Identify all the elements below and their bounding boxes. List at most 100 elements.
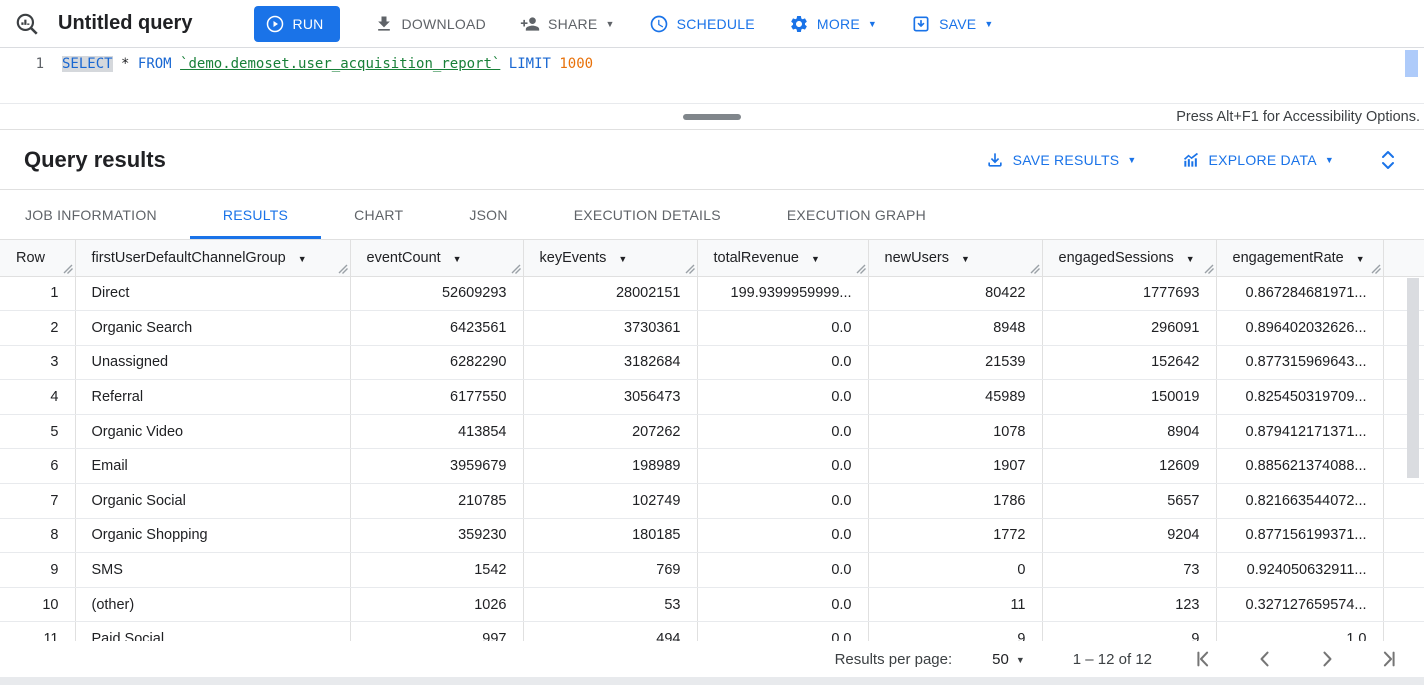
column-sort-caret-icon[interactable]: ▼ bbox=[297, 253, 307, 264]
person-add-icon bbox=[520, 14, 540, 34]
cell-row: 9 bbox=[0, 552, 76, 588]
editor-scrollbar-thumb[interactable] bbox=[1405, 50, 1418, 77]
cell-eventCount: 6177550 bbox=[350, 379, 524, 415]
results-tab-bar: JOB INFORMATION RESULTS CHART JSON EXECUTION… bbox=[0, 190, 1424, 240]
cell-row: 11 bbox=[0, 621, 76, 641]
tab-job-information[interactable]: JOB INFORMATION bbox=[25, 190, 190, 239]
first-page-icon bbox=[1192, 648, 1214, 670]
next-page-button[interactable] bbox=[1316, 648, 1338, 670]
tab-results[interactable]: RESULTS bbox=[189, 190, 322, 239]
column-header-totalRevenue[interactable]: totalRevenue ▼ bbox=[697, 240, 869, 277]
clock-icon bbox=[649, 14, 669, 34]
cell-newUsers: 8948 bbox=[868, 310, 1043, 346]
cell-newUsers: 0 bbox=[868, 552, 1043, 588]
column-header-newUsers[interactable]: newUsers ▼ bbox=[868, 240, 1043, 277]
cell-eventCount: 1542 bbox=[350, 552, 524, 588]
save-results-button[interactable]: SAVE RESULTS ▼ bbox=[985, 150, 1137, 170]
column-header-label: keyEvents bbox=[539, 249, 607, 266]
cell-eventCount: 359230 bbox=[350, 518, 524, 554]
cell-eventCount: 997 bbox=[350, 621, 524, 641]
results-table-body: 1 Direct 52609293 28002151 199.9399959999...… bbox=[0, 276, 1424, 641]
save-button[interactable]: SAVE ▼ bbox=[911, 14, 993, 34]
cell-keyEvents: 207262 bbox=[523, 414, 698, 450]
tab-chart[interactable]: CHART bbox=[321, 190, 436, 239]
schedule-button[interactable]: SCHEDULE bbox=[649, 14, 755, 34]
explore-data-button[interactable]: EXPLORE DATA ▼ bbox=[1181, 150, 1334, 170]
column-sort-caret-icon[interactable]: ▼ bbox=[810, 253, 820, 264]
tab-execution-details[interactable]: EXECUTION DETAILS bbox=[541, 190, 754, 239]
column-header-engagementRate[interactable]: engagementRate ▼ bbox=[1216, 240, 1384, 277]
code-token: * bbox=[121, 56, 130, 72]
last-page-button[interactable] bbox=[1378, 648, 1400, 670]
run-button[interactable]: RUN bbox=[254, 5, 340, 42]
column-header-keyEvents[interactable]: keyEvents ▼ bbox=[523, 240, 698, 277]
cell-filler bbox=[1383, 552, 1424, 588]
download-button[interactable]: DOWNLOAD bbox=[374, 14, 486, 34]
code-token: FROM bbox=[137, 56, 172, 72]
first-page-button[interactable] bbox=[1192, 648, 1214, 670]
last-page-icon bbox=[1378, 648, 1400, 670]
cell-engagedSessions: 152642 bbox=[1042, 345, 1217, 381]
cell-keyEvents: 53 bbox=[523, 587, 698, 623]
cell-engagedSessions: 5657 bbox=[1042, 483, 1217, 519]
table-horizontal-scrollbar[interactable] bbox=[0, 677, 1424, 685]
tab-json[interactable]: JSON bbox=[436, 190, 540, 239]
cell-keyEvents: 3730361 bbox=[523, 310, 698, 346]
tab-execution-graph[interactable]: EXECUTION GRAPH bbox=[754, 190, 959, 239]
table-row: 1 Direct 52609293 28002151 199.9399959999...… bbox=[0, 276, 1424, 312]
column-header-engagedSessions[interactable]: engagedSessions ▼ bbox=[1042, 240, 1217, 277]
code-token: 1000 bbox=[559, 56, 594, 72]
previous-page-button[interactable] bbox=[1254, 648, 1276, 670]
column-header-label: engagementRate bbox=[1232, 249, 1344, 266]
cell-totalRevenue: 0.0 bbox=[697, 310, 869, 346]
share-button[interactable]: SHARE ▼ bbox=[520, 14, 615, 34]
column-sort-caret-icon[interactable]: ▼ bbox=[960, 253, 970, 264]
column-header-firstUserDefaultChannelGroup[interactable]: firstUserDefaultChannelGroup ▼ bbox=[75, 240, 351, 277]
cell-eventCount: 1026 bbox=[350, 587, 524, 623]
table-row: 8 Organic Shopping 359230 180185 0.0 1772 9204… bbox=[0, 518, 1424, 554]
chevron-down-icon: ▼ bbox=[1324, 155, 1334, 165]
cell-newUsers: 21539 bbox=[868, 345, 1043, 381]
run-button-label: RUN bbox=[292, 15, 324, 32]
page-size-select[interactable]: 50 ▼ bbox=[992, 651, 1025, 668]
code-line-content[interactable]: SELECT * FROM `demo.demoset.user_acquisi… bbox=[62, 48, 593, 103]
code-token bbox=[172, 56, 180, 72]
cell-keyEvents: 3056473 bbox=[523, 379, 698, 415]
cell-keyEvents: 102749 bbox=[523, 483, 698, 519]
cell-engagementRate: 0.924050632911... bbox=[1216, 552, 1384, 588]
table-vertical-scrollbar[interactable] bbox=[1407, 278, 1419, 638]
page-size-value: 50 bbox=[992, 650, 1009, 668]
expand-collapse-button[interactable] bbox=[1378, 148, 1398, 172]
save-results-label: SAVE RESULTS bbox=[1012, 151, 1120, 168]
table-row: 9 SMS 1542 769 0.0 0 73 0.924050632911... bbox=[0, 552, 1424, 588]
chevron-down-icon: ▼ bbox=[984, 19, 994, 29]
table-scrollbar-thumb[interactable] bbox=[1407, 278, 1419, 478]
table-row: 6 Email 3959679 198989 0.0 1907 12609 0.8856213… bbox=[0, 448, 1424, 485]
cell-row: 10 bbox=[0, 587, 76, 623]
cell-row: 4 bbox=[0, 379, 76, 415]
code-token: SELECT bbox=[62, 56, 113, 72]
splitter-drag-handle[interactable] bbox=[683, 113, 741, 120]
cell-engagedSessions: 8904 bbox=[1042, 414, 1217, 450]
column-header-label: newUsers bbox=[884, 249, 949, 266]
cell-engagementRate: 0.825450319709... bbox=[1216, 379, 1384, 415]
cell-totalRevenue: 0.0 bbox=[697, 552, 869, 588]
column-sort-caret-icon[interactable]: ▼ bbox=[618, 253, 628, 264]
query-toolbar: Untitled query RUN DOWNLOAD bbox=[0, 0, 1424, 48]
unfold-chevrons-icon bbox=[1378, 148, 1398, 172]
cell-keyEvents: 180185 bbox=[523, 518, 698, 554]
explore-data-label: EXPLORE DATA bbox=[1208, 151, 1317, 168]
table-row: 10 (other) 1026 53 0.0 11 123 0.327127659574... bbox=[0, 587, 1424, 623]
cell-keyEvents: 28002151 bbox=[523, 276, 698, 312]
column-sort-caret-icon[interactable]: ▼ bbox=[1355, 253, 1365, 264]
cell-engagementRate: 0.877156199371... bbox=[1216, 518, 1384, 554]
line-number: 1 bbox=[35, 56, 44, 72]
more-button[interactable]: MORE ▼ bbox=[789, 14, 877, 34]
column-header-eventCount[interactable]: eventCount ▼ bbox=[350, 240, 524, 277]
cell-newUsers: 1772 bbox=[868, 518, 1043, 554]
column-sort-caret-icon[interactable]: ▼ bbox=[452, 253, 462, 264]
cell-filler bbox=[1383, 621, 1424, 641]
sql-editor[interactable]: 1 SELECT * FROM `demo.demoset.user_acqui… bbox=[0, 48, 1424, 103]
column-header-label: totalRevenue bbox=[713, 249, 799, 266]
column-sort-caret-icon[interactable]: ▼ bbox=[1185, 253, 1195, 264]
